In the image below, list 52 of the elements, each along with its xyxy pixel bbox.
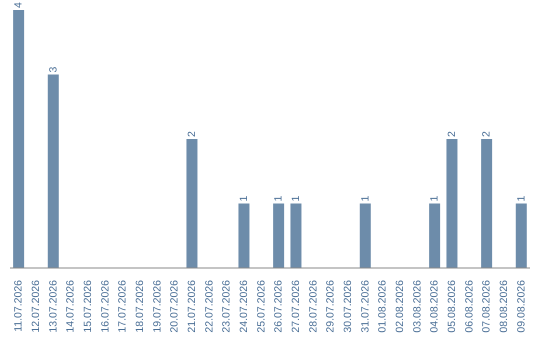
x-tick-label: 08.08.2026 <box>498 280 510 333</box>
bar <box>238 204 250 268</box>
x-tick-label: 02.08.2026 <box>394 280 406 333</box>
x-tick-label: 18.07.2026 <box>134 280 146 333</box>
x-tick-label: 29.07.2026 <box>324 280 337 333</box>
x-tick-label: 07.08.2026 <box>480 280 493 333</box>
bar <box>446 139 458 268</box>
data-label: 1 <box>290 196 302 202</box>
x-tick-label: 04.08.2026 <box>428 280 441 333</box>
x-tick-label: 15.07.2026 <box>82 280 94 333</box>
x-tick-label: 31.07.2026 <box>359 280 372 333</box>
bar <box>290 204 302 268</box>
x-tick-label: 17.07.2026 <box>116 280 129 333</box>
x-tick-label: 23.07.2026 <box>220 280 233 333</box>
x-tick-label: 19.07.2026 <box>151 280 164 333</box>
data-label: 4 <box>12 2 25 8</box>
x-tick-label: 28.07.2026 <box>307 280 320 333</box>
x-tick-label: 16.07.2026 <box>99 280 112 333</box>
data-label: 2 <box>186 131 198 137</box>
x-tick-label: 22.07.2026 <box>203 280 216 333</box>
x-tick-label: 13.07.2026 <box>47 280 60 333</box>
x-tick-label: 24.07.2026 <box>238 280 250 333</box>
x-tick-label: 05.08.2026 <box>446 280 458 333</box>
data-label: 1 <box>272 196 285 202</box>
x-tick-label: 09.08.2026 <box>515 280 528 333</box>
bar <box>429 204 440 268</box>
bar <box>360 204 371 268</box>
data-label: 2 <box>480 131 493 137</box>
bar <box>516 204 527 268</box>
data-label: 2 <box>446 131 458 137</box>
x-tick-label: 20.07.2026 <box>168 280 181 333</box>
data-label: 1 <box>515 196 528 202</box>
x-tick-label: 25.07.2026 <box>255 280 268 333</box>
x-tick-label: 03.08.2026 <box>411 280 424 333</box>
x-tick-label: 12.07.2026 <box>30 280 42 333</box>
bar <box>13 10 24 268</box>
x-tick-label: 21.07.2026 <box>186 280 198 333</box>
x-tick-label: 27.07.2026 <box>290 280 302 333</box>
x-tick-label: 30.07.2026 <box>342 280 354 333</box>
x-tick-label: 01.08.2026 <box>376 280 389 333</box>
x-tick-label: 11.07.2026 <box>12 280 25 332</box>
data-label: 1 <box>428 196 441 202</box>
bar <box>48 74 59 268</box>
bar <box>481 139 492 268</box>
data-label: 1 <box>238 196 250 202</box>
data-label: 3 <box>47 66 60 72</box>
x-tick-label: 06.08.2026 <box>463 280 476 333</box>
x-tick-label: 26.07.2026 <box>272 280 285 333</box>
data-label: 1 <box>359 196 372 202</box>
x-tick-label: 14.07.2026 <box>64 280 77 333</box>
bar <box>186 139 198 268</box>
bar <box>273 204 284 268</box>
